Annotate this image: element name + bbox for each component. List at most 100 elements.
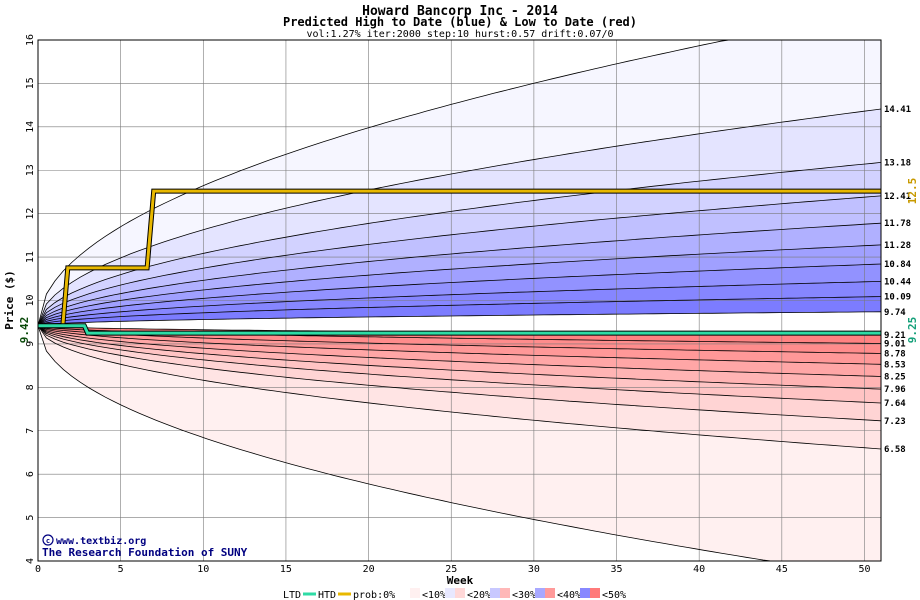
high-band-3 [38,195,881,326]
low-band-2 [38,325,881,365]
x-tick-40: 40 [693,564,705,575]
legend-swatch-red-2 [500,588,510,598]
chart-subtitle: Predicted High to Date (blue) & Low to D… [283,15,637,29]
legend-prob-prefix: prob:0% [353,590,395,600]
high-boundary-2 [37,162,882,326]
high-band-0 [38,40,881,326]
x-tick-0: 0 [35,564,41,575]
low-boundary-3 [37,325,882,365]
y-tick-10: 10 [25,294,36,306]
watermark: c www.textbiz.org The Research Foundatio… [42,534,248,559]
y-tick-12: 12 [25,208,36,220]
y-tick-15: 15 [25,77,36,89]
copyright-icon [42,534,54,546]
chart-params: vol:1.27% iter:2000 step:10 hurst:0.57 d… [306,29,613,40]
high-band-5 [38,244,881,326]
legend-swatch-blue-2 [490,588,500,598]
watermark-org: The Research Foundation of SUNY [42,546,248,559]
x-tick-50: 50 [858,564,870,575]
y-tick-4: 4 [25,558,36,564]
high-band-6 [38,264,881,326]
legend-swatch-red-3 [545,588,555,598]
legend-htd-label: HTD [318,590,336,600]
legend-swatch-red-4 [590,588,600,598]
ltd-line [38,324,881,335]
high-boundary-5 [37,244,882,326]
high-boundary-8 [37,296,882,327]
legend-swatch-red-0 [410,588,420,598]
right-label-10.44: 10.44 [884,277,912,287]
legend-item-2: <30% [512,590,536,600]
legend: LTD HTD prob:0% <10% <20% <30% <40% <50% [283,588,626,600]
legend-ltd-label: LTD [283,590,301,600]
low-band-4 [38,325,881,390]
legend-swatch-blue-0 [400,588,410,598]
low-boundary-7 [37,325,882,422]
y-tick-6: 6 [25,471,36,477]
y-tick-labels: 4 5 6 7 8 9 10 11 12 13 14 15 16 [25,34,36,564]
right-label-13.18: 13.18 [884,158,911,168]
right-label-8.53: 8.53 [884,360,906,370]
right-label-12.41: 12.41 [884,192,911,202]
right-label-9.21: 9.21 [884,331,906,341]
right-label-8.78: 8.78 [884,349,906,359]
x-tick-20: 20 [363,564,375,575]
high-band-4 [38,223,881,326]
y-tick-13: 13 [25,164,36,176]
right-value-labels: 14.41 13.18 12.41 11.78 11.28 10.84 10.44 10.09… [884,105,912,455]
right-label-10.84: 10.84 [884,260,912,270]
y-tick-16: 16 [25,34,36,46]
right-label-9.01: 9.01 [884,339,906,349]
legend-swatch-blue-1 [445,588,455,598]
ltd-value-label: 9.25 [906,317,919,344]
right-label-11.28: 11.28 [884,241,911,251]
right-label-6.58: 6.58 [884,445,906,455]
x-tick-25: 25 [445,564,457,575]
high-boundary-6 [37,263,882,327]
low-band-3 [38,325,881,377]
right-label-14.41: 14.41 [884,105,911,115]
x-tick-5: 5 [118,564,124,575]
right-label-8.25: 8.25 [884,372,906,382]
x-tick-labels: 0 5 10 15 20 25 30 35 40 45 50 [35,564,871,575]
low-boundary-8 [37,325,882,450]
y-tick-5: 5 [25,515,36,521]
y-tick-11: 11 [25,251,36,263]
y-tick-8: 8 [25,384,36,390]
x-tick-35: 35 [611,564,623,575]
right-label-11.78: 11.78 [884,219,911,229]
legend-swatch-red-1 [455,588,465,598]
legend-item-3: <40% [557,590,581,600]
chart-title: Howard Bancorp Inc - 2014 [362,4,558,19]
legend-item-1: <20% [467,590,491,600]
htd-value-label: 12.5 [906,178,919,205]
x-tick-10: 10 [197,564,209,575]
high-boundary-1 [37,108,882,326]
legend-item-4: <50% [602,590,626,600]
x-axis-label: Week [447,574,474,587]
high-band-2 [38,162,881,326]
legend-item-0: <10% [422,590,446,600]
low-boundary-2 [37,325,882,354]
low-band-5 [38,325,881,403]
legend-swatch-blue-4 [580,588,590,598]
high-boundary-3 [37,195,882,326]
right-label-7.64: 7.64 [884,399,906,409]
plot-frame [37,39,882,562]
low-boundary-5 [37,325,882,390]
low-boundary-9 [37,325,881,562]
high-boundary-4 [37,222,882,326]
band-boundaries [37,39,882,562]
x-tick-15: 15 [280,564,292,575]
low-boundary-6 [37,325,882,404]
low-band-8 [38,325,881,561]
high-boundary-7 [37,281,882,327]
y-axis-label: Price ($) [3,270,16,330]
low-boundary-4 [37,325,882,377]
right-label-10.09: 10.09 [884,293,911,303]
svg-text:c: c [46,537,50,545]
x-tick-30: 30 [528,564,540,575]
right-label-9.74: 9.74 [884,308,906,318]
high-band-7 [38,281,881,326]
